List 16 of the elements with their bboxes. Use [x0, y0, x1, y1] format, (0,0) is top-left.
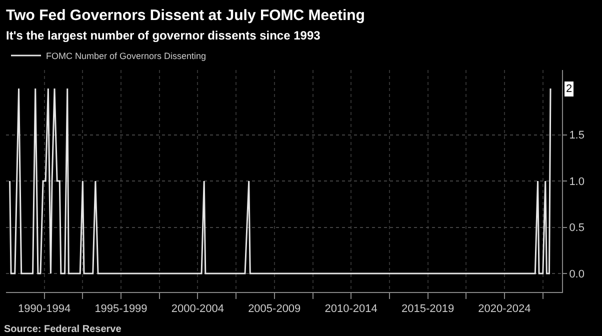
y-tick-label: 1.0: [569, 176, 584, 188]
x-tick-label: 1995-1999: [94, 303, 148, 316]
y-tick-label: 0.5: [569, 222, 584, 234]
y-tick-label: 1.5: [569, 130, 584, 142]
chart-title: Two Fed Governors Dissent at July FOMC Meeting: [6, 7, 365, 24]
x-tick-label: 2020-2024: [478, 303, 531, 316]
x-tick-label: 2010-2014: [324, 303, 378, 316]
x-tick-label: 2000-2004: [171, 303, 224, 316]
x-tick-label: 1990-1994: [18, 303, 71, 316]
legend-label: FOMC Number of Governors Dissenting: [46, 51, 206, 62]
y-tick-label: 0.0: [569, 268, 584, 280]
x-tick-label: 2005-2009: [248, 303, 301, 316]
source-note: Source: Federal Reserve: [4, 324, 122, 335]
annotation: 2: [566, 83, 572, 95]
chart-subtitle: It's the largest number of governor dissents since 1993: [6, 28, 321, 43]
x-tick-label: 2015-2019: [401, 303, 454, 316]
